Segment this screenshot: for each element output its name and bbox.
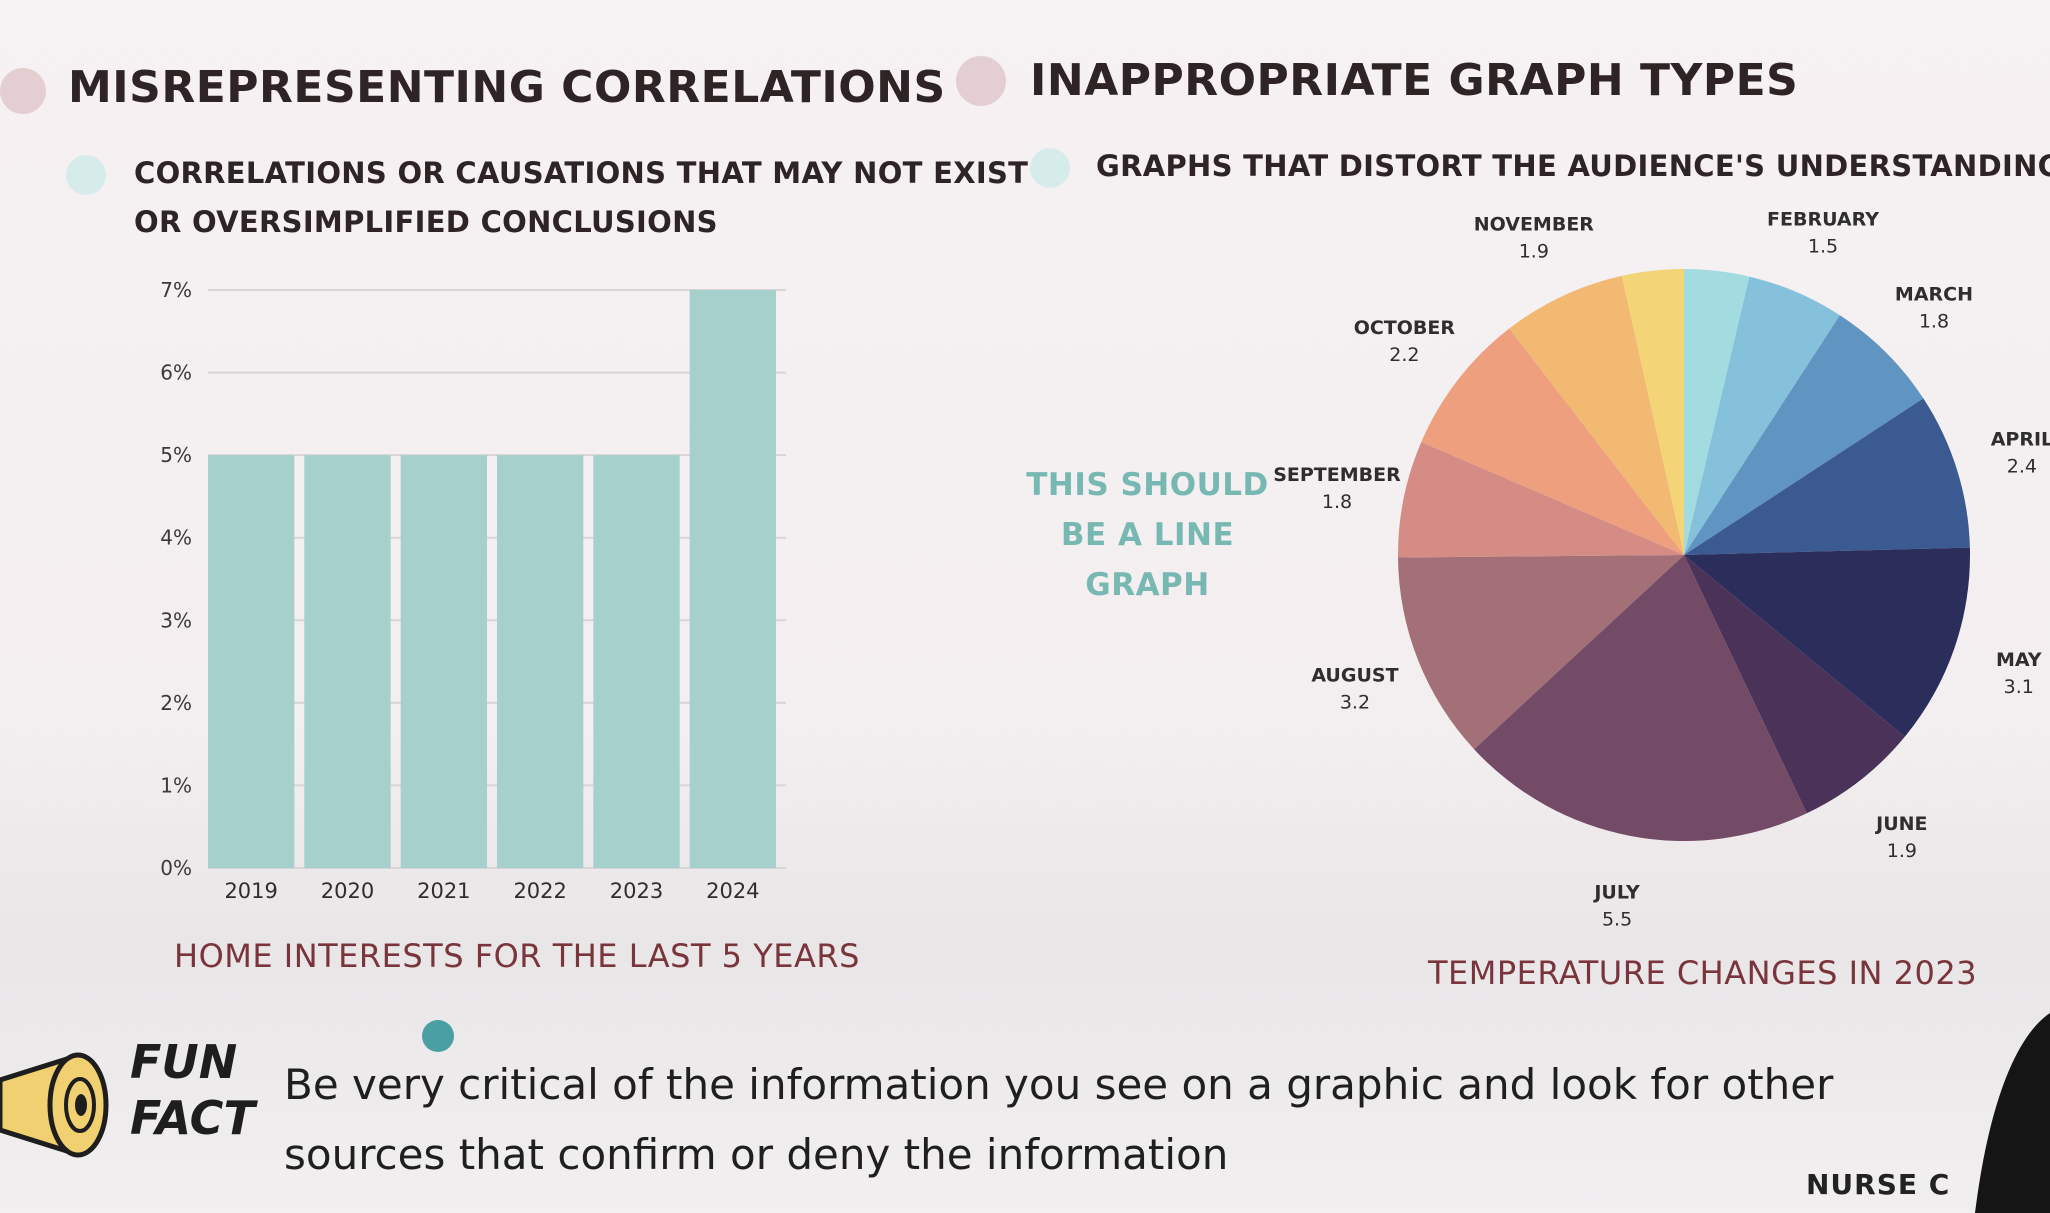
pie-slice (1398, 555, 1684, 750)
bar-chart-caption: HOME INTERESTS FOR THE LAST 5 YEARS (174, 937, 860, 975)
left-subtitle-line1: CORRELATIONS OR CAUSATIONS THAT MAY NOT … (134, 156, 1029, 190)
pie-label: SEPTEMBER (1273, 464, 1401, 486)
pie-value-label: 1.9 (1519, 240, 1549, 262)
pie-label: FEBRUARY (1767, 208, 1879, 230)
bar (304, 455, 391, 868)
pie-slice (1398, 441, 1684, 558)
pie-label: NOVEMBER (1474, 213, 1595, 235)
pie-value-label: 5.5 (1602, 909, 1632, 931)
pie-label: MAY (1996, 649, 2042, 671)
pie-slice (1684, 276, 1840, 555)
pie-chart-caption: TEMPERATURE CHANGES IN 2023 (1428, 954, 1978, 992)
pie-value-label: 1.5 (1808, 235, 1838, 257)
y-tick-label: 1% (160, 773, 192, 797)
pie-slice (1684, 547, 1971, 737)
pie-slice (1684, 398, 1970, 555)
pie-value-label: 2.4 (2007, 455, 2037, 477)
note-line: THIS SHOULD (1026, 467, 1269, 503)
x-tick-label: 2024 (706, 879, 759, 903)
small-teal-dot (422, 1020, 454, 1052)
right-subtitle: GRAPHS THAT DISTORT THE AUDIENCE'S UNDER… (1096, 149, 2050, 183)
pie-slice (1684, 269, 1750, 555)
bullet-dot (0, 68, 46, 114)
pie-label: MARCH (1895, 283, 1973, 305)
y-tick-label: 4% (160, 526, 192, 550)
pie-value-label: 1.8 (1919, 310, 1949, 332)
y-tick-label: 0% (160, 856, 192, 880)
x-tick-label: 2021 (417, 879, 470, 903)
y-tick-label: 5% (160, 443, 192, 467)
x-tick-label: 2020 (321, 879, 374, 903)
pie-label: JULY (1592, 882, 1640, 904)
presenter-silhouette (1975, 1013, 2050, 1213)
x-tick-label: 2022 (513, 879, 566, 903)
line-graph-note: THIS SHOULD BE A LINE GRAPH (1025, 460, 1270, 610)
bar (208, 455, 295, 868)
y-tick-label: 6% (160, 361, 192, 385)
y-tick-label: 3% (160, 608, 192, 632)
bar (400, 455, 487, 868)
left-heading: MISREPRESENTING CORRELATIONS (68, 62, 946, 113)
pie-label: APRIL (1991, 428, 2050, 450)
bar (593, 455, 680, 868)
bar-chart: 0% 1% 2% 3% 4% 5% 6% 7% 2019 2020 2021 2022 2023 2024 (160, 278, 786, 903)
fact-label: FACT (130, 1091, 255, 1145)
sub-bullet-dot (1030, 148, 1070, 188)
y-tick-label: 2% (160, 691, 192, 715)
left-subtitle-line2: OR OVERSIMPLIFIED CONCLUSIONS (134, 205, 718, 239)
fun-fact-label: FUN FACT (130, 1034, 255, 1146)
pie-value-label: 1.8 (1322, 491, 1352, 513)
note-line: BE A LINE (1060, 517, 1235, 553)
x-tick-label: 2019 (224, 879, 277, 903)
fun-fact-text-line1: Be very critical of the information you … (284, 1060, 1834, 1109)
pie-value-label: 2.2 (1389, 344, 1419, 366)
pie-slice (1421, 328, 1684, 555)
sub-bullet-dot (66, 155, 106, 195)
pie-slice (1684, 555, 1905, 814)
bar (497, 455, 584, 868)
y-tick-label: 7% (160, 278, 192, 302)
channel-logo: NURSE C (1806, 1168, 1951, 1201)
fun-fact-text-line2: sources that confirm or deny the informa… (284, 1130, 1229, 1179)
note-line: GRAPH (1085, 567, 1210, 603)
pie-label: JUNE (1874, 813, 1927, 835)
bar (689, 290, 776, 868)
pie-slice (1621, 269, 1684, 555)
pie-label: OCTOBER (1354, 317, 1456, 339)
bullet-dot (956, 56, 1006, 106)
pie-slice (1509, 275, 1684, 555)
x-tick-label: 2023 (610, 879, 663, 903)
fun-label: FUN (130, 1035, 238, 1089)
right-heading: INAPPROPRIATE GRAPH TYPES (1030, 55, 1799, 106)
pie-value-label: 3.2 (1340, 692, 1370, 714)
pie-slice (1684, 315, 1924, 555)
pie-label: AUGUST (1311, 665, 1398, 687)
megaphone-icon (0, 1052, 109, 1158)
pie-slice (1474, 555, 1807, 841)
pie-value-label: 1.9 (1887, 840, 1917, 862)
pie-value-label: 3.1 (2004, 676, 2034, 698)
